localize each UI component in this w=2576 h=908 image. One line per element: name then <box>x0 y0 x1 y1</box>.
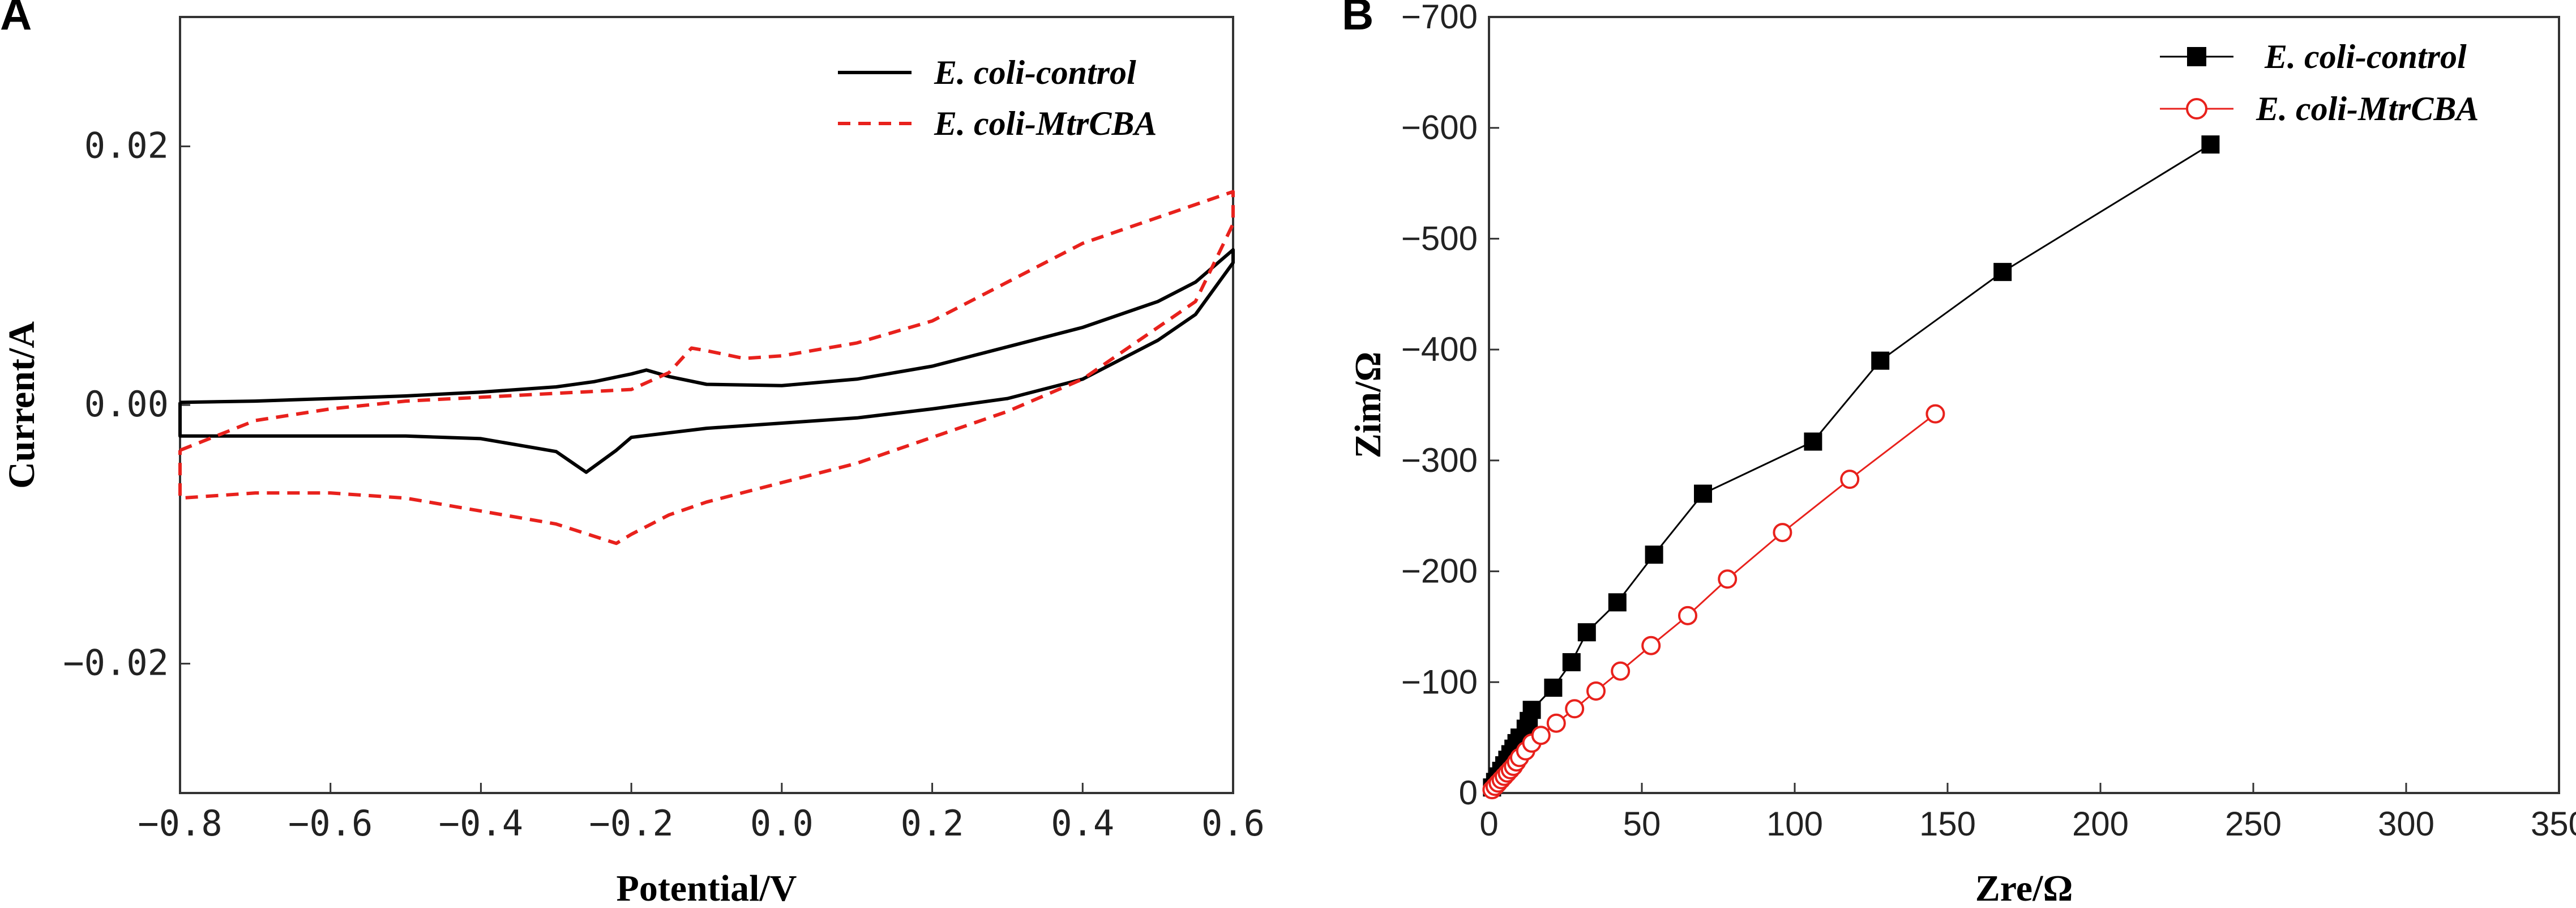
panel-a-legend: E. coli-control E. coli-MtrCBA <box>838 54 1157 142</box>
panel-a-y-tick-label: 0.02 <box>84 125 169 166</box>
panel-b-plot-frame <box>1488 16 2560 794</box>
panel-b-mtrcba-point <box>1565 699 1585 719</box>
panel-a-current-vs-potential: A −0.8 −0.6 −0.4 −0.2 0.0 0.2 0.4 0.6 0.02 0.00 −… <box>0 0 1265 908</box>
panel-b-mtrcba-point <box>1718 569 1738 589</box>
panel-b-control-point <box>1993 263 2012 282</box>
panel-b-y-tick-label: −100 <box>1401 663 1478 701</box>
panel-b-series <box>1482 135 2220 800</box>
panel-b-control-point <box>1608 593 1627 612</box>
panel-b-y-tick-label: −300 <box>1401 441 1478 479</box>
panel-b-control-point <box>1645 545 1663 564</box>
panel-b-y-tick-label: −200 <box>1401 552 1478 590</box>
panel-b-x-tick-label: 300 <box>2378 805 2434 843</box>
panel-b-y-axis-label: Zim/Ω <box>1347 352 1389 459</box>
panel-a-x-tick-label: 0.0 <box>750 803 814 844</box>
panel-b-control-point <box>2201 135 2220 154</box>
panel-b-legend-swatch-control-marker <box>2187 47 2206 66</box>
panel-a-x-ticks: −0.8 −0.6 −0.4 −0.2 0.0 0.2 0.4 0.6 <box>138 783 1265 844</box>
panel-a-y-tick-label: 0.00 <box>84 383 169 425</box>
panel-a-x-tick-label: −0.2 <box>589 803 673 844</box>
panel-a-x-tick-label: 0.4 <box>1051 803 1114 844</box>
panel-a-y-tick-label: −0.02 <box>63 642 169 684</box>
panel-a-series-control-line <box>178 248 1235 474</box>
panel-b-mtrcba-point <box>1531 726 1551 745</box>
panel-b-x-tick-label: 350 <box>2531 805 2576 843</box>
panel-a-x-tick-label: −0.6 <box>288 803 373 844</box>
panel-b-series-mtrcba-line <box>1491 413 1936 791</box>
panel-a-series-mtrcba-line <box>178 190 1235 545</box>
panel-a-legend-label-mtrcba: E. coli-MtrCBA <box>934 105 1157 142</box>
panel-b-control-point <box>1544 679 1563 697</box>
panel-a-x-tick-label: 0.2 <box>901 803 964 844</box>
panel-b-mtrcba-point <box>1773 523 1792 543</box>
panel-a-letter: A <box>0 0 32 39</box>
panel-b-x-tick-label: 250 <box>2225 805 2282 843</box>
panel-b-x-tick-label: 0 <box>1479 805 1498 843</box>
panel-b-x-axis-label: Zre/Ω <box>1975 868 2073 908</box>
panel-b-control-point <box>1522 701 1541 719</box>
panel-b-y-tick-label: −400 <box>1401 330 1478 368</box>
panel-b-mtrcba-point <box>1678 606 1697 625</box>
panel-b-x-tick-label: 100 <box>1766 805 1823 843</box>
panel-a-series <box>178 190 1235 545</box>
panel-b-mtrcba-point <box>1546 713 1566 733</box>
panel-b-control-point <box>1694 484 1712 503</box>
panel-b-control-point <box>1577 623 1596 642</box>
panel-a-x-tick-label: −0.4 <box>439 803 523 844</box>
panel-b-legend-swatch-mtrcba-marker <box>2186 98 2207 120</box>
panel-a-y-axis-label: Current/A <box>1 321 42 489</box>
panel-a-x-tick-label: −0.8 <box>138 803 222 844</box>
panel-b-legend: E. coli-control E. coli-MtrCBA <box>2160 38 2479 127</box>
panel-b-nyquist-plot: B 0 50 100 150 200 250 300 350 0 −100 −200 −300 −40… <box>1342 0 2576 908</box>
panel-b-mtrcba-point <box>1925 404 1945 424</box>
panel-b-control-point <box>1804 432 1822 451</box>
panel-a-x-tick-label: 0.6 <box>1201 803 1265 844</box>
panel-b-x-tick-label: 200 <box>2072 805 2129 843</box>
panel-b-mtrcba-point <box>1586 681 1606 701</box>
panel-b-control-point <box>1871 351 1890 370</box>
panel-a-y-ticks: 0.02 0.00 −0.02 <box>63 125 190 684</box>
panel-a-legend-label-control: E. coli-control <box>934 54 1136 91</box>
panel-b-x-tick-label: 50 <box>1623 805 1661 843</box>
panel-a-x-axis-label: Potential/V <box>617 868 797 908</box>
panel-b-x-tick-label: 150 <box>1919 805 1976 843</box>
panel-b-legend-label-mtrcba: E. coli-MtrCBA <box>2256 90 2479 127</box>
panel-b-x-ticks: 0 50 100 150 200 250 300 350 <box>1479 783 2576 843</box>
panel-b-letter: B <box>1342 0 1373 39</box>
panel-b-y-tick-label: −500 <box>1401 219 1478 257</box>
panel-b-mtrcba-point <box>1641 636 1661 655</box>
panel-b-mtrcba-point <box>1611 661 1631 681</box>
panel-b-y-ticks: 0 −100 −200 −300 −400 −500 −600 −700 <box>1401 0 1499 812</box>
panel-b-mtrcba-point <box>1840 470 1860 489</box>
panel-b-y-tick-label: −700 <box>1401 0 1478 36</box>
panel-b-control-point <box>1562 653 1581 672</box>
panel-b-y-tick-label: 0 <box>1459 774 1478 812</box>
panel-b-legend-label-control: E. coli-control <box>2264 38 2467 75</box>
panel-b-y-tick-label: −600 <box>1401 109 1478 147</box>
